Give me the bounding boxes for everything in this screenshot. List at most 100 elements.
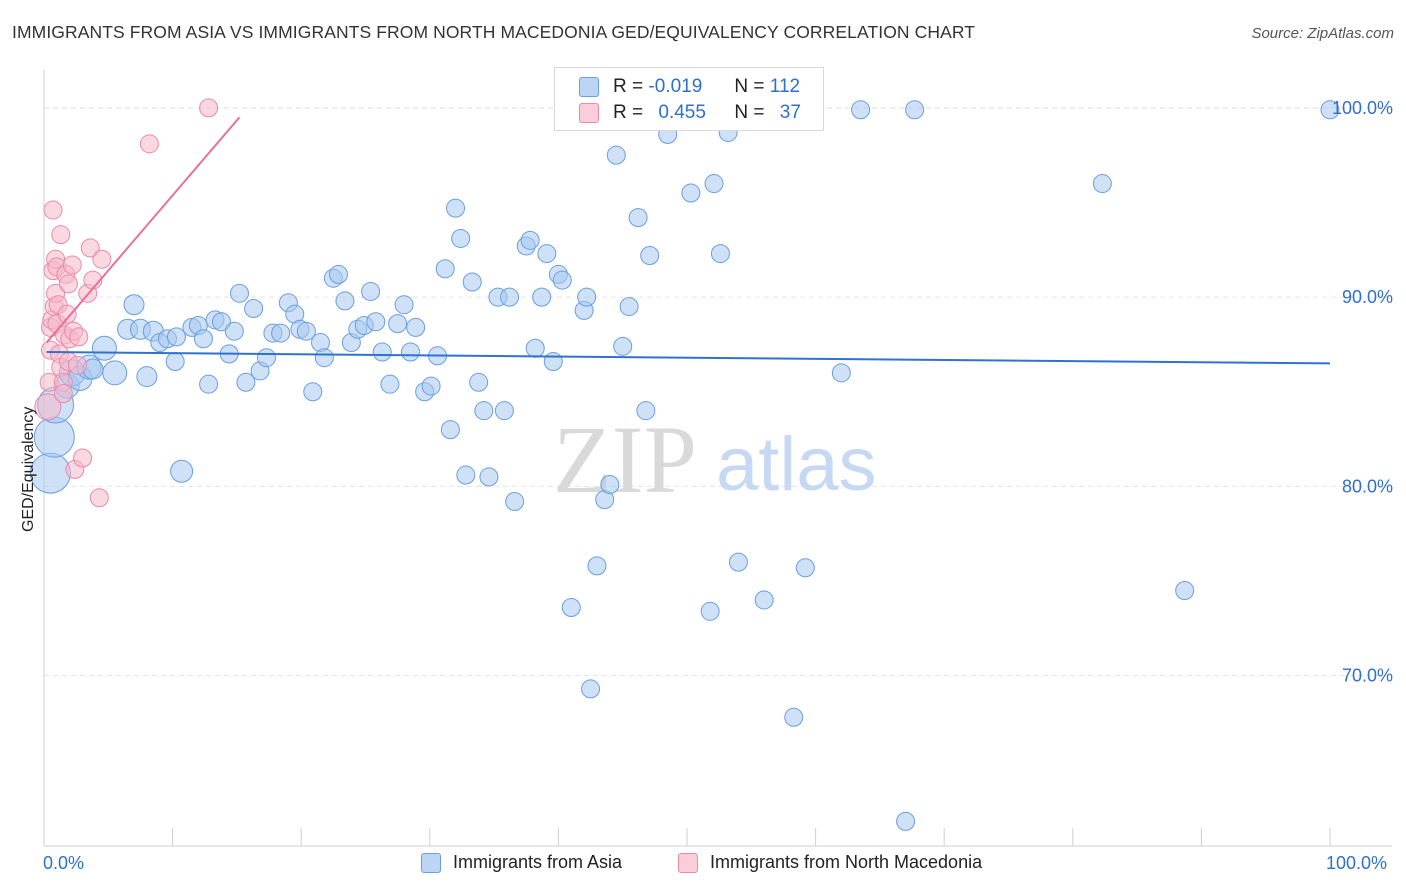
asia-point-67 [479,467,499,487]
y-tick-label-90: 90.0% [1342,287,1393,307]
asia-point-11 [123,294,145,316]
asia-point-86 [600,474,620,494]
asia-point-74 [525,338,545,358]
macedonia-point-0 [34,393,62,421]
y-tick-label-70: 70.0% [1342,666,1393,686]
asia-point-73 [520,230,540,250]
asia-point-84 [587,556,607,576]
legend-row-asia: R = -0.019 N = 112 [579,76,800,98]
asia-point-60 [440,420,460,440]
series-macedonia-points [34,98,219,508]
asia-point-27 [224,321,244,341]
asia-point-107 [1092,174,1112,194]
series-legend-label-macedonia: Immigrants from North Macedonia [710,852,983,872]
asia-point-7 [91,335,117,361]
x-tick-label-max: 100.0% [1326,853,1388,873]
macedonia-point-27 [67,355,87,375]
series-legend-item-macedonia[interactable]: Immigrants from North Macedonia [678,852,982,873]
asia-point-13 [136,366,158,388]
asia-point-49 [366,312,386,332]
asia-point-61 [446,198,466,218]
asia-point-64 [462,272,482,292]
y-axis-label: GED/Equivalency [20,406,37,532]
y-tick-labels: 70.0% 80.0% 90.0% 100.0% [1332,98,1393,686]
macedonia-point-20 [57,304,77,324]
asia-point-28 [229,283,249,303]
asia-point-22 [193,329,213,349]
asia-point-18 [166,327,186,347]
asia-point-54 [401,342,421,362]
y-tick-label-100: 100.0% [1332,98,1393,118]
asia-point-70 [500,287,520,307]
asia-point-89 [619,297,639,317]
asia-point-66 [474,401,494,421]
x-tick-label-min: 0.0% [43,853,85,873]
asia-point-41 [314,348,334,368]
series-legend-swatch-asia [421,852,441,873]
asia-point-82 [577,287,597,307]
asia-point-99 [728,552,748,572]
asia-point-91 [636,401,656,421]
asia-point-69 [494,401,514,421]
asia-point-17 [165,351,185,371]
trend-line-macedonia [45,116,241,344]
asia-point-50 [372,342,392,362]
asia-point-94 [681,183,701,203]
legend-r-value-asia: -0.019 [648,76,703,97]
asia-point-48 [361,281,381,301]
macedonia-point-31 [80,238,100,258]
asia-point-59 [435,259,455,279]
macedonia-point-6 [43,200,63,220]
asia-point-105 [896,811,916,831]
series-legend-item-asia[interactable]: Immigrants from Asia [421,852,622,873]
asia-point-34 [271,323,291,343]
source-credit: Source: ZipAtlas.com [1251,25,1394,42]
asia-point-88 [613,336,633,356]
macedonia-point-15 [51,225,71,245]
asia-point-76 [537,244,557,264]
legend-n-value-asia: 112 [769,76,801,97]
legend-r-label: R = [613,76,644,97]
asia-point-52 [388,314,408,334]
asia-point-32 [256,348,276,368]
asia-point-39 [303,382,323,402]
macedonia-point-29 [73,448,93,468]
asia-point-80 [561,598,581,618]
asia-point-8 [102,360,128,386]
asia-point-53 [394,295,414,315]
trend-lines [45,116,1331,365]
trend-line-asia [46,351,1331,365]
asia-point-102 [795,558,815,578]
macedonia-point-17 [53,384,73,404]
legend-row-macedonia: R = 0.455 N = 37 [579,102,801,124]
asia-point-97 [710,244,730,264]
asia-point-29 [236,372,256,392]
macedonia-point-28 [69,327,89,347]
asia-point-65 [469,372,489,392]
chart-title: IMMIGRANTS FROM ASIA VS IMMIGRANTS FROM … [12,22,976,42]
correlation-legend: R = -0.019 N = 112 R = 0.455 N = 37 [554,67,824,131]
series-legend: Immigrants from Asia Immigrants from Nor… [0,852,1406,878]
asia-point-23 [199,374,219,394]
asia-point-62 [451,228,471,248]
macedonia-point-35 [139,134,159,154]
asia-point-103 [831,363,851,383]
asia-point-92 [640,245,660,265]
asia-point-100 [754,590,774,610]
asia-point-71 [505,492,525,512]
legend-r-value-macedonia: 0.455 [658,102,706,123]
asia-point-104 [851,100,871,120]
asia-point-96 [704,174,724,194]
asia-point-38 [296,321,316,341]
watermark-atlas: atlas [716,422,877,507]
legend-n-label: N = [734,102,765,123]
series-legend-label-asia: Immigrants from Asia [453,852,623,872]
macedonia-point-36 [199,98,219,118]
asia-point-75 [532,287,552,307]
asia-point-108 [1175,580,1195,600]
legend-n-value-macedonia: 37 [779,102,801,123]
asia-point-44 [335,291,355,311]
asia-point-63 [456,465,476,485]
macedonia-point-34 [92,249,112,269]
asia-point-95 [700,601,720,621]
